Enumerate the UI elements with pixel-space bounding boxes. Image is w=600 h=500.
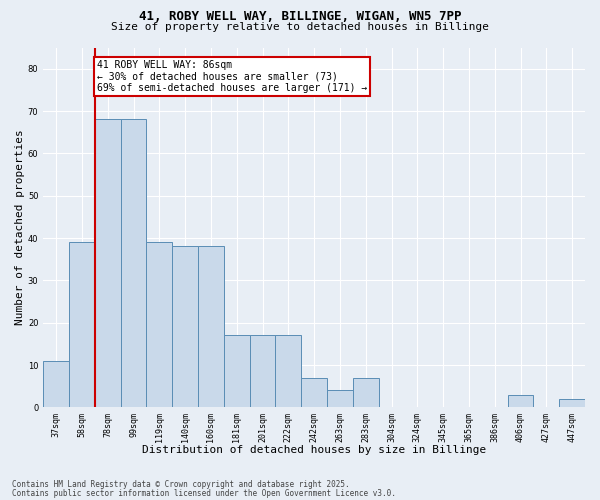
Bar xyxy=(198,246,224,408)
Bar xyxy=(224,336,250,407)
Bar xyxy=(95,120,121,408)
Text: 41 ROBY WELL WAY: 86sqm
← 30% of detached houses are smaller (73)
69% of semi-de: 41 ROBY WELL WAY: 86sqm ← 30% of detache… xyxy=(97,60,367,94)
Bar xyxy=(146,242,172,408)
Bar xyxy=(275,336,301,407)
Text: Contains HM Land Registry data © Crown copyright and database right 2025.: Contains HM Land Registry data © Crown c… xyxy=(12,480,350,489)
Bar xyxy=(172,246,198,408)
Bar xyxy=(121,120,146,408)
Text: 41, ROBY WELL WAY, BILLINGE, WIGAN, WN5 7PP: 41, ROBY WELL WAY, BILLINGE, WIGAN, WN5 … xyxy=(139,10,461,23)
Y-axis label: Number of detached properties: Number of detached properties xyxy=(15,130,25,326)
Bar xyxy=(250,336,275,407)
X-axis label: Distribution of detached houses by size in Billinge: Distribution of detached houses by size … xyxy=(142,445,486,455)
Bar xyxy=(301,378,327,408)
Bar xyxy=(353,378,379,408)
Text: Size of property relative to detached houses in Billinge: Size of property relative to detached ho… xyxy=(111,22,489,32)
Bar xyxy=(559,399,585,407)
Text: Contains public sector information licensed under the Open Government Licence v3: Contains public sector information licen… xyxy=(12,488,396,498)
Bar xyxy=(69,242,95,408)
Bar xyxy=(327,390,353,407)
Bar xyxy=(43,361,69,408)
Bar xyxy=(508,394,533,407)
